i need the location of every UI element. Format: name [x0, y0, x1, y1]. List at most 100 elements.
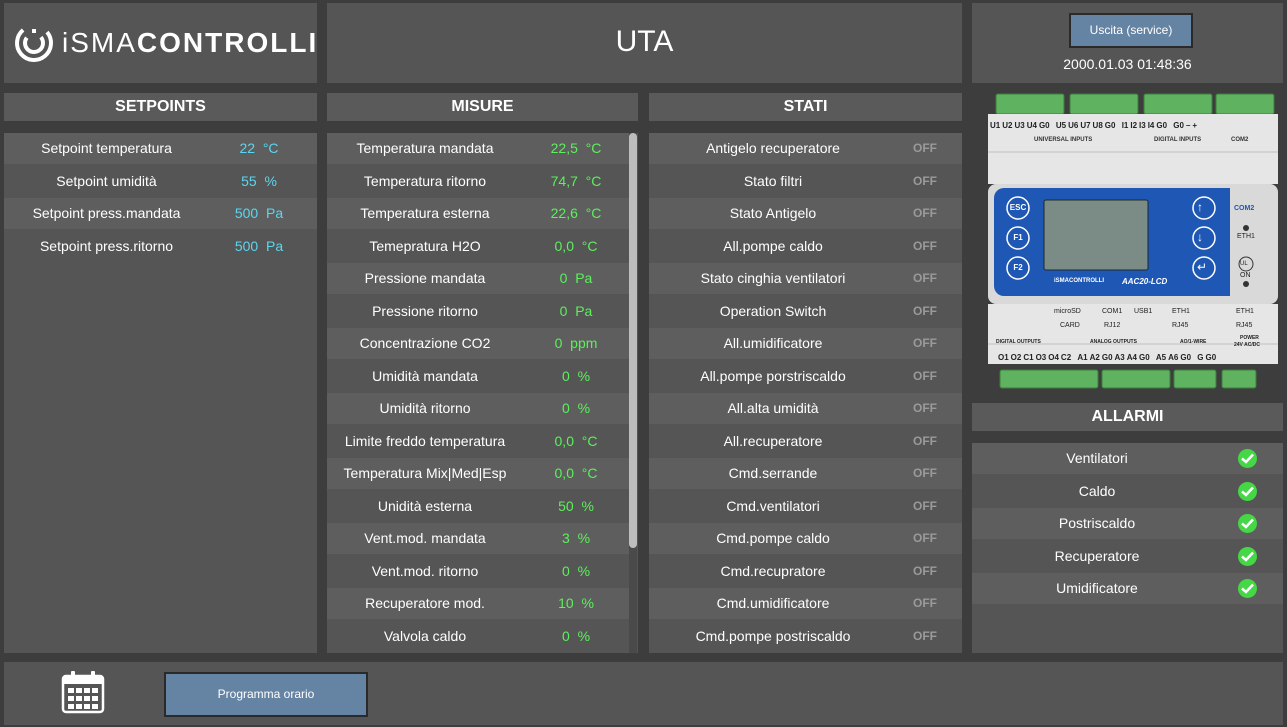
measure-label: Vent.mod. ritorno: [371, 563, 479, 579]
value-unit: %: [264, 173, 277, 189]
terminal-label: U2: [1002, 121, 1013, 130]
exit-service-button[interactable]: Uscita (service): [1069, 13, 1193, 48]
value-unit: Pa: [266, 205, 284, 221]
value-number: 0: [561, 400, 570, 416]
table-row: Antigelo recuperatore OFF: [649, 133, 962, 164]
table-row: Temperatura Mix|Med|Esp 0,0 °C: [327, 458, 629, 489]
value-number: 74,7: [550, 173, 578, 189]
table-row: Pressione mandata 0 Pa: [327, 263, 629, 294]
port-label: USB1: [1134, 308, 1153, 315]
com2-label: COM2: [1234, 205, 1255, 212]
state-label: Stato Antigelo: [729, 205, 817, 221]
up-arrow-icon: ↑: [1197, 200, 1203, 214]
state-label: Cmd.pompe caldo: [716, 530, 830, 546]
terminal-label: O1: [998, 353, 1009, 362]
measure-value: 0 Pa: [523, 263, 629, 294]
setpoint-value[interactable]: 500 Pa: [209, 231, 309, 262]
measure-label: Concentrazione CO2: [359, 335, 491, 351]
terminal-label: U7: [1080, 121, 1091, 130]
setpoint-label: Setpoint press.mandata: [32, 205, 181, 221]
setpoints-panel: Setpoint temperatura 22 °C Setpoint umidi…: [4, 133, 317, 653]
state-value: OFF: [913, 434, 937, 448]
alarm-label: Postriscaldo: [1058, 515, 1136, 531]
logo-text-bold: CONTROLLI: [136, 27, 319, 58]
setpoint-label: Setpoint umidità: [56, 173, 157, 189]
measure-label: Unidità esterna: [377, 498, 473, 514]
alarm-label: Umidificatore: [1056, 580, 1138, 596]
port-label: ETH1: [1236, 308, 1254, 315]
top-terminal-labels: U1 U2 U3 U4 G0 U5 U6 U7 U8 G0 I1 I2 I3 I4 G0 G0– +: [990, 121, 1280, 130]
terminal-label: G: [1197, 353, 1204, 362]
state-value: OFF: [913, 531, 937, 545]
measure-value: 0 %: [523, 393, 629, 424]
table-row: Cmd.recupratore OFF: [649, 556, 962, 587]
stati-panel: Antigelo recuperatore OFF Stato filtri OFF…: [649, 133, 962, 653]
group-label: ANALOG OUTPUTS: [1090, 339, 1137, 345]
com2-top-label: COM2: [1231, 137, 1249, 143]
state-value: OFF: [913, 174, 937, 188]
eth1-label: ETH1: [1237, 233, 1255, 240]
enter-icon: ↵: [1197, 260, 1208, 274]
group-label: POWER: [1240, 335, 1259, 341]
down-arrow-icon: ↓: [1197, 230, 1203, 244]
terminal-label: O3: [1035, 353, 1047, 362]
port-label: microSD: [1054, 308, 1081, 315]
bottom-terminal-labels: O1 O2 C1 O3 O4 C2 A1 A2 G0 A3 A4 G0 A5 A6 G0 G G0: [998, 353, 1282, 362]
f1-key: F1: [1013, 233, 1023, 242]
measure-value: 10 %: [523, 588, 629, 619]
setpoint-value[interactable]: 500 Pa: [209, 198, 309, 229]
measure-value: 0 %: [523, 621, 629, 652]
table-row: All.umidificatore OFF: [649, 328, 962, 359]
value-unit: %: [577, 530, 591, 546]
list-item: Setpoint press.mandata 500 Pa: [4, 198, 317, 229]
value-unit: %: [577, 628, 591, 644]
state-label: Stato filtri: [743, 173, 803, 189]
measure-value: 50 %: [523, 491, 629, 522]
terminal-label: A1: [1077, 353, 1088, 362]
table-row: All.pompe caldo OFF: [649, 231, 962, 262]
measure-label: Valvola caldo: [383, 628, 467, 644]
table-row: Cmd.umidificatore OFF: [649, 588, 962, 619]
table-row: Temperatura ritorno 74,7 °C: [327, 166, 629, 197]
ul-mark: UL: [1240, 261, 1248, 267]
measure-label: Pressione ritorno: [372, 303, 478, 319]
logo-text-light: iSMA: [62, 27, 137, 58]
measure-value: 22,6 °C: [523, 198, 629, 229]
measure-value: 74,7 °C: [523, 166, 629, 197]
value-number: 0,0: [554, 465, 574, 481]
list-item: Setpoint temperatura 22 °C: [4, 133, 317, 164]
state-value: OFF: [913, 401, 937, 415]
device-brand: iSMACONTROLLI: [1054, 278, 1104, 284]
setpoint-value[interactable]: 55 %: [209, 166, 309, 197]
table-row: Limite freddo temperatura 0,0 °C: [327, 426, 629, 457]
state-label: Cmd.pompe postriscaldo: [695, 628, 851, 644]
table-row: All.alta umidità OFF: [649, 393, 962, 424]
value-number: 0: [561, 563, 570, 579]
calendar-icon[interactable]: [61, 670, 105, 714]
terminal-label: A3: [1114, 353, 1125, 362]
setpoint-value[interactable]: 22 °C: [209, 133, 309, 164]
value-unit: %: [581, 498, 594, 514]
alarm-label: Caldo: [1078, 483, 1116, 499]
measure-label: Pressione mandata: [364, 270, 486, 286]
value-number: 500: [234, 238, 259, 254]
measure-value: 0,0 °C: [523, 426, 629, 457]
state-label: Cmd.serrande: [728, 465, 818, 481]
terminal-label: G0: [1038, 121, 1050, 130]
state-value: OFF: [913, 564, 937, 578]
misure-scrollbar[interactable]: [629, 133, 637, 653]
schedule-button[interactable]: Programma orario: [164, 672, 368, 717]
alarm-label: Recuperatore: [1054, 548, 1140, 564]
table-row: Temperatura esterna 22,6 °C: [327, 198, 629, 229]
measure-value: 0 %: [523, 361, 629, 392]
state-label: Stato cinghia ventilatori: [700, 270, 846, 286]
measure-label: Vent.mod. mandata: [364, 530, 486, 546]
scrollbar-thumb[interactable]: [629, 133, 637, 548]
table-row: Stato filtri OFF: [649, 166, 962, 197]
check-icon: [1238, 514, 1257, 533]
state-label: Cmd.recupratore: [720, 563, 826, 579]
terminal-label: U6: [1068, 121, 1079, 130]
group-label: DIGITAL OUTPUTS: [996, 339, 1041, 345]
state-value: OFF: [913, 596, 937, 610]
terminal-label: I4: [1147, 121, 1155, 130]
